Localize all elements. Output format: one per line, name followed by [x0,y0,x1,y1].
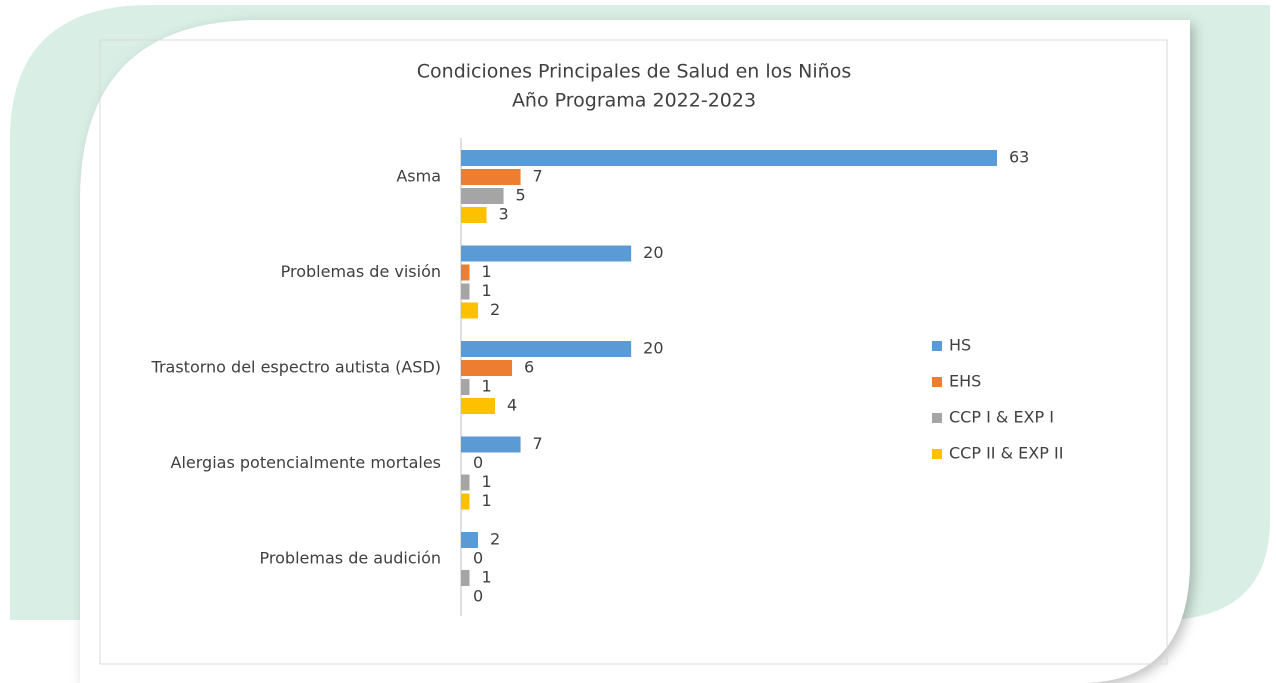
value-label: 0 [473,549,483,568]
value-label: 0 [473,587,483,606]
value-label: 2 [490,530,500,549]
legend-swatch [932,377,942,387]
value-label: 5 [516,186,526,205]
legend-label: HS [949,336,971,355]
value-label: 7 [533,167,543,186]
value-label: 1 [482,281,492,300]
category-label: Alergias potencialmente mortales [171,453,441,472]
value-label: 63 [1009,148,1029,167]
chart-title: Condiciones Principales de Salud en los … [417,61,851,83]
legend-label: EHS [949,372,981,391]
legend-label: CCP II & EXP II [949,444,1063,463]
bar [461,207,487,223]
bar [461,245,632,262]
bar [461,150,997,166]
value-label: 0 [473,453,483,472]
bar [461,264,470,281]
plot-frame [99,39,1168,665]
value-label: 20 [643,339,663,358]
value-label: 2 [490,300,500,319]
legend-swatch [932,449,942,459]
value-label: 3 [499,205,509,224]
legend-label: CCP I & EXP I [949,408,1054,427]
category-label: Trastorno del espectro autista (ASD) [151,358,441,377]
bar [461,398,496,414]
value-label: 1 [482,472,492,491]
bar [461,493,470,510]
value-label: 1 [482,377,492,396]
legend-swatch [932,341,942,351]
value-label: 1 [482,262,492,281]
bar [461,169,521,185]
bar [461,341,632,357]
bar [461,188,504,204]
category-label: Problemas de audición [260,549,441,568]
value-label: 20 [643,243,663,262]
value-label: 7 [533,434,543,453]
bar [461,283,470,300]
value-label: 1 [482,491,492,510]
value-label: 1 [482,568,492,587]
bar [461,436,521,453]
bar [461,532,479,548]
legend-swatch [932,413,942,423]
value-label: 6 [524,358,534,377]
bar [461,360,513,376]
bar [461,302,479,319]
bar [461,379,470,395]
card [80,20,1190,683]
bar [461,474,470,491]
category-label: Asma [396,167,441,186]
bar [461,570,470,586]
chart-subtitle: Año Programa 2022-2023 [512,90,756,112]
value-label: 4 [507,396,517,415]
category-label: Problemas de visión [281,262,441,281]
